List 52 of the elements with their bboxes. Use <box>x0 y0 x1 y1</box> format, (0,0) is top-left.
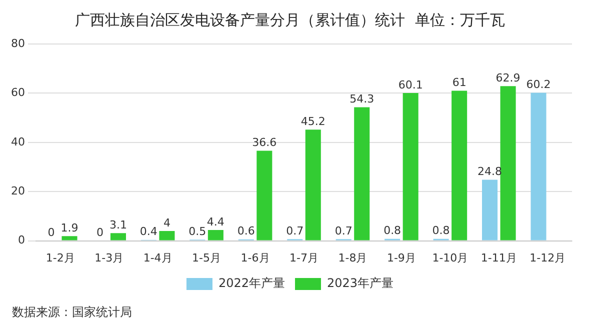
y-tick-label: 20 <box>10 184 25 198</box>
legend-label: 2023年产量 <box>327 276 394 290</box>
bar <box>62 236 78 240</box>
x-tick-label: 1-4月 <box>143 251 172 264</box>
x-tick-label: 1-2月 <box>46 251 75 264</box>
data-label: 61 <box>452 76 466 90</box>
x-tick-label: 1-5月 <box>192 251 222 264</box>
data-label: 0 <box>96 226 104 240</box>
data-label: 36.6 <box>252 136 277 150</box>
chart-title: 广西壮族自治区发电设备产量分月（累计值）统计 单位：万千瓦 <box>75 10 505 29</box>
bar <box>482 180 498 240</box>
data-label: 0.8 <box>432 224 450 238</box>
x-tick-label: 1-9月 <box>386 251 416 264</box>
y-tick-label: 0 <box>18 234 25 247</box>
bar <box>305 130 321 240</box>
bar <box>354 107 370 240</box>
x-tick-label: 1-8月 <box>338 251 368 264</box>
bar <box>208 230 224 240</box>
bar <box>402 92 418 240</box>
data-label: 1.9 <box>60 221 78 234</box>
bar <box>452 90 468 240</box>
data-label: 0.5 <box>188 224 206 238</box>
x-tick-label: 1-7月 <box>290 251 318 264</box>
data-label: 62.9 <box>496 71 520 84</box>
data-label: 0 <box>48 226 55 240</box>
x-tick-label: 1-12月 <box>530 251 566 264</box>
bar <box>256 150 272 240</box>
data-label: 0.7 <box>334 224 352 238</box>
data-label: 60.2 <box>526 78 551 92</box>
bar <box>530 92 546 240</box>
x-tick-label: 1-3月 <box>94 251 124 264</box>
bar <box>159 230 175 240</box>
y-tick-label: 60 <box>10 86 25 100</box>
data-label: 45.2 <box>300 114 326 128</box>
data-label: 0.7 <box>286 224 304 238</box>
data-label: 0.4 <box>140 225 158 238</box>
x-tick-label: 1-11月 <box>480 251 517 264</box>
data-label: 54.3 <box>350 92 374 106</box>
y-tick-label: 80 <box>10 36 25 50</box>
bar <box>500 86 516 240</box>
legend-label: 2022年产量 <box>218 276 286 290</box>
x-tick-label: 1-6月 <box>240 251 270 264</box>
data-label: 4.4 <box>206 215 224 228</box>
data-label: 0.8 <box>384 224 402 238</box>
data-label: 4 <box>163 216 170 230</box>
y-tick-label: 40 <box>10 135 25 148</box>
x-tick-label: 1-10月 <box>432 251 468 264</box>
data-label: 60.1 <box>398 78 423 92</box>
source-note: 数据来源：国家统计局 <box>11 304 133 321</box>
data-label: 0.6 <box>237 224 255 238</box>
data-label: 3.1 <box>109 218 127 232</box>
bar <box>110 233 126 240</box>
